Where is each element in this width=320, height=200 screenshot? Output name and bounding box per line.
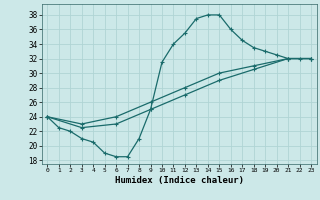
X-axis label: Humidex (Indice chaleur): Humidex (Indice chaleur) [115,176,244,185]
